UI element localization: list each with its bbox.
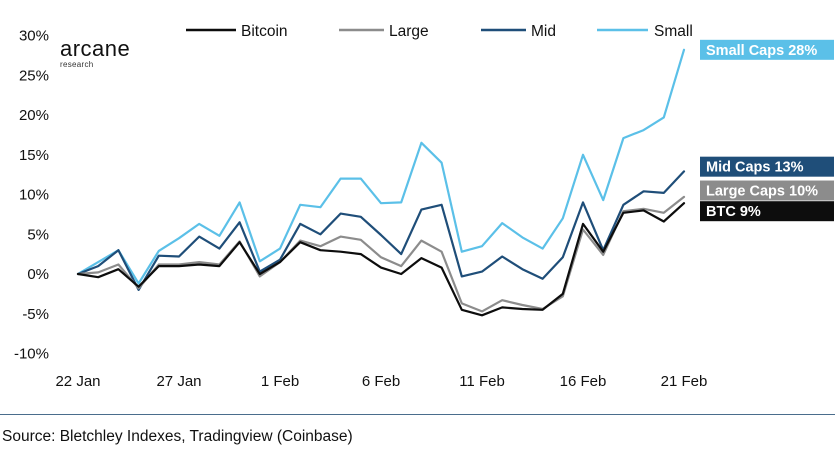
end-label-box-small xyxy=(700,39,834,60)
y-tick-label: 15% xyxy=(19,147,49,164)
end-labels: Small Caps 28% Mid Caps 13% Large Caps 10%… xyxy=(700,39,834,222)
arcane-research-logo: arcane research xyxy=(60,36,130,69)
y-tick-label: 30% xyxy=(19,28,49,45)
legend-label-large: Large xyxy=(389,23,429,40)
x-tick-label: 22 Jan xyxy=(55,373,100,390)
end-label-box-mid xyxy=(700,156,834,177)
end-label-small: Small Caps 28% xyxy=(706,43,817,59)
logo-sub: research xyxy=(60,60,94,69)
legend: Bitcoin Large Mid Small xyxy=(186,23,693,40)
y-tick-label: -10% xyxy=(14,346,49,363)
y-tick-label: 20% xyxy=(19,107,49,124)
y-tick-label: 0% xyxy=(27,266,49,283)
source-note: Source: Bletchley Indexes, Tradingview (… xyxy=(2,428,353,445)
series-line-small xyxy=(76,48,686,285)
legend-label-bitcoin: Bitcoin xyxy=(241,23,288,40)
y-axis: -10% -5% 0% 5% 10% 15% 20% 25% 30% xyxy=(14,28,49,363)
series-line-mid xyxy=(76,170,686,291)
x-tick-label: 21 Feb xyxy=(661,373,708,390)
series-line-bitcoin xyxy=(76,202,686,317)
source-divider xyxy=(0,414,835,415)
y-tick-label: 5% xyxy=(27,226,49,243)
end-label-box-bitcoin xyxy=(700,201,834,222)
end-label-large: Large Caps 10% xyxy=(706,184,818,200)
end-label-bitcoin: BTC 9% xyxy=(706,204,761,220)
y-tick-label: -5% xyxy=(22,306,49,323)
end-label-mid: Mid Caps 13% xyxy=(706,160,804,176)
y-tick-label: 10% xyxy=(19,187,49,204)
line-chart: arcane research -10% -5% 0% 5% 10% 15% 20% 25% 3… xyxy=(14,23,834,390)
x-tick-label: 16 Feb xyxy=(560,373,607,390)
x-axis: 22 Jan 27 Jan 1 Feb 6 Feb 11 Feb 16 Feb 21 Feb xyxy=(55,373,707,390)
legend-label-small: Small xyxy=(654,23,693,40)
legend-label-mid: Mid xyxy=(531,23,556,40)
x-tick-label: 27 Jan xyxy=(156,373,201,390)
series-lines xyxy=(76,48,686,317)
end-label-box-large xyxy=(700,180,834,201)
x-tick-label: 1 Feb xyxy=(261,373,299,390)
logo-name: arcane xyxy=(60,36,130,61)
y-tick-label: 25% xyxy=(19,67,49,84)
x-tick-label: 6 Feb xyxy=(362,373,400,390)
x-tick-label: 11 Feb xyxy=(459,373,505,390)
series-line-large xyxy=(76,195,686,313)
